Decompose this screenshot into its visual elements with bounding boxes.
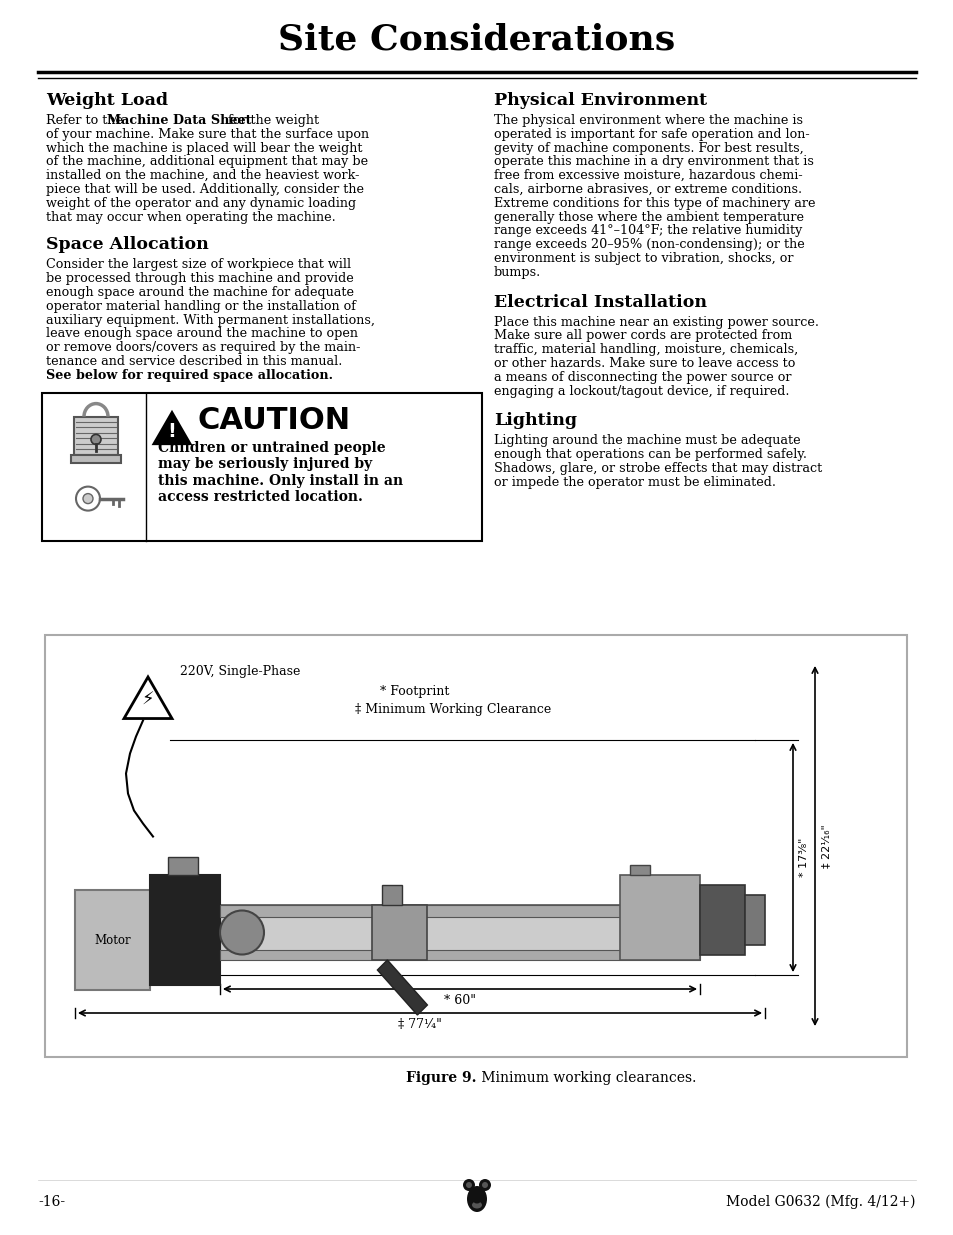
Circle shape [220, 910, 264, 955]
Text: traffic, material handling, moisture, chemicals,: traffic, material handling, moisture, ch… [494, 343, 798, 356]
Text: Shadows, glare, or strobe effects that may distract: Shadows, glare, or strobe effects that m… [494, 462, 821, 475]
Text: environment is subject to vibration, shocks, or: environment is subject to vibration, sho… [494, 252, 793, 266]
Polygon shape [153, 412, 190, 443]
Text: See below for required space allocation.: See below for required space allocation. [46, 369, 333, 382]
Circle shape [83, 494, 92, 504]
Bar [71, 454, 121, 463]
Bar [619, 876, 700, 960]
Circle shape [465, 1182, 472, 1188]
Text: or remove doors/covers as required by the main-: or remove doors/covers as required by th… [46, 341, 360, 354]
Text: ‡ 22¹⁄₁₆": ‡ 22¹⁄₁₆" [821, 824, 830, 868]
Text: range exceeds 41°–104°F; the relative humidity: range exceeds 41°–104°F; the relative hu… [494, 225, 801, 237]
Text: ‡ Minimum Working Clearance: ‡ Minimum Working Clearance [355, 703, 551, 716]
Text: auxiliary equipment. With permanent installations,: auxiliary equipment. With permanent inst… [46, 314, 375, 326]
Circle shape [462, 1179, 475, 1191]
Text: enough space around the machine for adequate: enough space around the machine for adeq… [46, 287, 354, 299]
Text: operator material handling or the installation of: operator material handling or the instal… [46, 300, 355, 312]
Text: Physical Environment: Physical Environment [494, 91, 706, 109]
Text: Space Allocation: Space Allocation [46, 236, 209, 253]
Text: !: ! [168, 422, 176, 441]
Text: or impede the operator must be eliminated.: or impede the operator must be eliminate… [494, 475, 775, 489]
Text: be processed through this machine and provide: be processed through this machine and pr… [46, 272, 354, 285]
Text: Make sure all power cords are protected from: Make sure all power cords are protected … [494, 330, 791, 342]
Text: cals, airborne abrasives, or extreme conditions.: cals, airborne abrasives, or extreme con… [494, 183, 801, 196]
Bar [168, 857, 198, 876]
Text: Extreme conditions for this type of machinery are: Extreme conditions for this type of mach… [494, 196, 815, 210]
Text: Children or untrained people: Children or untrained people [158, 441, 385, 454]
Polygon shape [377, 960, 427, 1015]
Text: Site Considerations: Site Considerations [278, 23, 675, 57]
Circle shape [481, 1182, 488, 1188]
Circle shape [478, 1179, 491, 1191]
Bar [700, 885, 744, 955]
Text: generally those where the ambient temperature: generally those where the ambient temper… [494, 211, 803, 224]
Text: CAUTION: CAUTION [198, 405, 351, 435]
Text: Place this machine near an existing power source.: Place this machine near an existing powe… [494, 316, 818, 329]
Text: Minimum working clearances.: Minimum working clearances. [476, 1071, 696, 1086]
Ellipse shape [474, 1200, 479, 1203]
Text: Model G0632 (Mfg. 4/12+): Model G0632 (Mfg. 4/12+) [726, 1195, 915, 1209]
Bar [382, 885, 402, 905]
Text: this machine. Only install in an: this machine. Only install in an [158, 473, 403, 488]
Bar [220, 950, 700, 960]
Text: * 60": * 60" [443, 994, 476, 1007]
Polygon shape [124, 677, 172, 719]
Bar [220, 905, 700, 918]
Bar [150, 876, 220, 986]
Text: * 17³⁄₈": * 17³⁄₈" [799, 837, 808, 877]
Ellipse shape [467, 1186, 486, 1212]
Text: tenance and service described in this manual.: tenance and service described in this ma… [46, 354, 342, 368]
Bar [372, 905, 427, 960]
Text: Consider the largest size of workpiece that will: Consider the largest size of workpiece t… [46, 258, 351, 272]
Circle shape [76, 487, 100, 510]
Text: weight of the operator and any dynamic loading: weight of the operator and any dynamic l… [46, 196, 355, 210]
Circle shape [91, 435, 101, 445]
Text: piece that will be used. Additionally, consider the: piece that will be used. Additionally, c… [46, 183, 364, 196]
Bar [45, 635, 906, 1057]
Text: Weight Load: Weight Load [46, 91, 168, 109]
Text: of your machine. Make sure that the surface upon: of your machine. Make sure that the surf… [46, 127, 369, 141]
Bar [75, 890, 150, 990]
Text: bumps.: bumps. [494, 266, 540, 279]
Text: Electrical Installation: Electrical Installation [494, 294, 706, 310]
Text: installed on the machine, and the heaviest work-: installed on the machine, and the heavie… [46, 169, 359, 183]
Text: range exceeds 20–95% (non-condensing); or the: range exceeds 20–95% (non-condensing); o… [494, 238, 804, 251]
Text: operate this machine in a dry environment that is: operate this machine in a dry environmen… [494, 156, 813, 168]
Bar [629, 864, 649, 876]
Text: -16-: -16- [38, 1195, 65, 1209]
Text: or other hazards. Make sure to leave access to: or other hazards. Make sure to leave acc… [494, 357, 795, 370]
Text: gevity of machine components. For best results,: gevity of machine components. For best r… [494, 142, 803, 154]
Text: a means of disconnecting the power source or: a means of disconnecting the power sourc… [494, 370, 791, 384]
Bar [220, 905, 700, 960]
Text: may be seriously injured by: may be seriously injured by [158, 457, 372, 471]
Text: The physical environment where the machine is: The physical environment where the machi… [494, 114, 802, 127]
Text: operated is important for safe operation and lon-: operated is important for safe operation… [494, 127, 809, 141]
Text: 220V, Single-Phase: 220V, Single-Phase [180, 664, 300, 678]
Text: ‡ 77¹⁄₄": ‡ 77¹⁄₄" [397, 1018, 441, 1031]
Ellipse shape [472, 1202, 481, 1209]
Text: * Footprint: * Footprint [379, 685, 449, 698]
Text: Lighting: Lighting [494, 412, 577, 430]
Text: enough that operations can be performed safely.: enough that operations can be performed … [494, 448, 806, 461]
Text: ⚡: ⚡ [142, 690, 154, 709]
Text: Refer to the: Refer to the [46, 114, 127, 127]
Bar [74, 416, 118, 454]
Text: Machine Data Sheet: Machine Data Sheet [107, 114, 252, 127]
Text: that may occur when operating the machine.: that may occur when operating the machin… [46, 211, 335, 224]
Bar [42, 393, 481, 541]
Text: for the weight: for the weight [224, 114, 319, 127]
Bar [744, 895, 764, 945]
Text: engaging a lockout/tagout device, if required.: engaging a lockout/tagout device, if req… [494, 384, 789, 398]
Text: leave enough space around the machine to open: leave enough space around the machine to… [46, 327, 357, 341]
Text: Motor: Motor [94, 934, 131, 946]
Text: which the machine is placed will bear the weight: which the machine is placed will bear th… [46, 142, 362, 154]
Text: Lighting around the machine must be adequate: Lighting around the machine must be adeq… [494, 435, 800, 447]
Text: access restricted location.: access restricted location. [158, 490, 362, 504]
Text: of the machine, additional equipment that may be: of the machine, additional equipment tha… [46, 156, 368, 168]
Text: free from excessive moisture, hazardous chemi-: free from excessive moisture, hazardous … [494, 169, 801, 183]
Text: Figure 9.: Figure 9. [406, 1071, 476, 1086]
